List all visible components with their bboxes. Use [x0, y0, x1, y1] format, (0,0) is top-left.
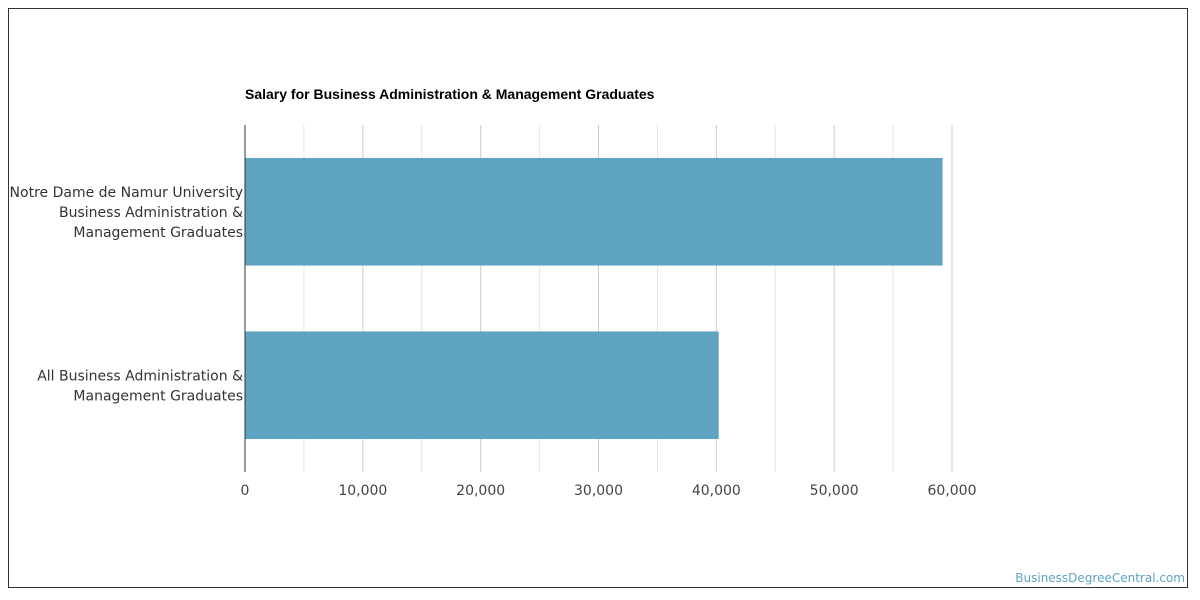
x-tick-label-0: 0	[241, 483, 250, 499]
x-tick-label-6: 60,000	[928, 483, 977, 499]
x-tick-labels: 0 10,000 20,000 30,000 40,000 50,000 60,000	[241, 483, 977, 499]
x-tick-label-5: 50,000	[810, 483, 859, 499]
bar-0[interactable]	[245, 157, 943, 266]
category-label-0-line-2: Management Graduates	[73, 225, 243, 241]
category-label-1-line-0: All Business Administration &	[37, 368, 243, 384]
chart-title: Salary for Business Administration & Man…	[245, 86, 655, 102]
bars	[245, 157, 943, 440]
x-tick-label-1: 10,000	[338, 483, 387, 499]
watermark-link[interactable]: BusinessDegreeCentral.com	[1015, 571, 1185, 585]
x-tick-label-2: 20,000	[456, 483, 505, 499]
category-label-1-line-1: Management Graduates	[73, 388, 243, 404]
x-tick-label-4: 40,000	[692, 483, 741, 499]
category-label-0-line-0: Notre Dame de Namur University	[10, 185, 243, 201]
bar-1[interactable]	[245, 331, 719, 440]
x-tick-label-3: 30,000	[574, 483, 623, 499]
category-labels: Notre Dame de Namur University Business A…	[10, 185, 244, 405]
category-label-0-line-1: Business Administration &	[59, 205, 243, 221]
